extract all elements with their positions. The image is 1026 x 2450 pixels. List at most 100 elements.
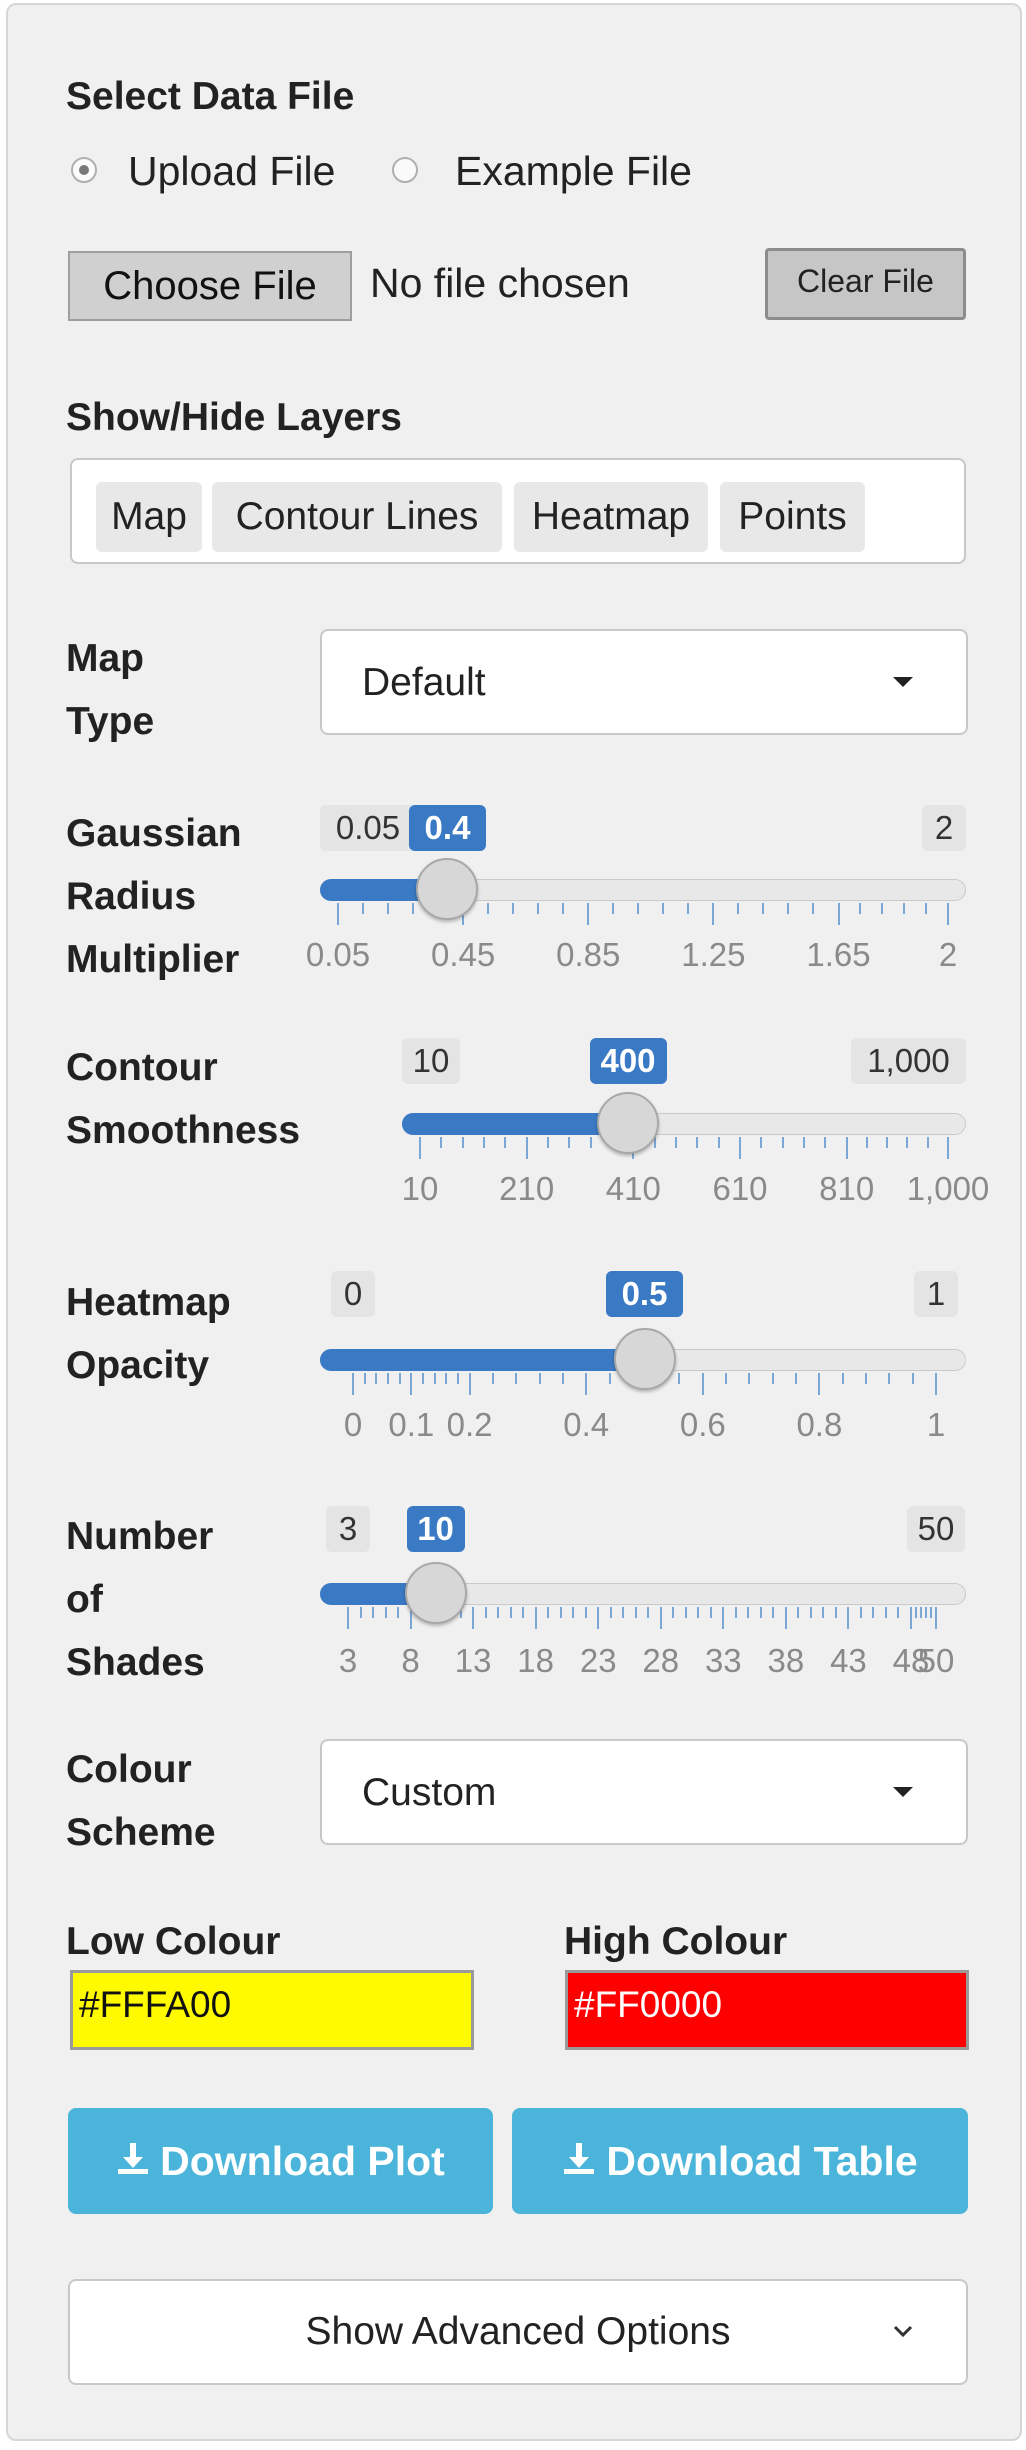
slider-2-tick-label: 210 bbox=[499, 1170, 555, 1207]
slider-4-tick-label: 13 bbox=[454, 1642, 492, 1679]
slider-3-tick-label: 0.8 bbox=[796, 1406, 843, 1443]
slider-2-tick-minor bbox=[440, 1137, 443, 1148]
slider-3-handle[interactable] bbox=[613, 1328, 676, 1390]
map-type-select[interactable]: Default bbox=[320, 629, 968, 735]
slider-4-tick-minor bbox=[897, 1607, 900, 1618]
slider-3-tick-label: 0.4 bbox=[563, 1406, 610, 1443]
slider-2-tick-minor bbox=[760, 1137, 763, 1148]
layer-chip-points[interactable]: Points bbox=[720, 482, 865, 552]
slider-3-tick-major bbox=[935, 1373, 937, 1395]
slider-2-tick-minor bbox=[589, 1137, 592, 1148]
slider-4-tick-minor bbox=[647, 1607, 650, 1618]
slider-2-tick-minor bbox=[568, 1137, 571, 1148]
slider-1-tick-minor bbox=[762, 903, 765, 914]
download-plot-button[interactable]: Download Plot bbox=[68, 2108, 493, 2214]
colour-scheme-select[interactable]: Custom bbox=[320, 1739, 968, 1845]
slider-2-handle[interactable] bbox=[597, 1092, 659, 1154]
slider-2-tick-minor bbox=[547, 1137, 549, 1148]
slider-4-tick-label: 48 bbox=[892, 1642, 930, 1679]
slider-4-tick-minor bbox=[859, 1607, 862, 1618]
slider-2-tick-minor bbox=[653, 1137, 656, 1148]
slider-4-tick-minor bbox=[872, 1607, 875, 1618]
choose-file-button[interactable]: Choose File bbox=[68, 251, 352, 321]
radio-upload-file[interactable] bbox=[71, 157, 97, 183]
slider-4-handle[interactable] bbox=[404, 1562, 467, 1624]
slider-4-tick-major bbox=[347, 1607, 349, 1629]
download-table-label: Download Table bbox=[606, 2138, 918, 2184]
layer-chip-heatmap[interactable]: Heatmap bbox=[514, 482, 708, 552]
slider-1-tick-minor bbox=[412, 903, 415, 914]
slider-1-tick-label: 0.85 bbox=[556, 936, 621, 973]
slider-3-tick-major bbox=[352, 1373, 354, 1395]
high-colour-input[interactable]: #FF0000 bbox=[565, 1970, 969, 2050]
slider-1-fill bbox=[320, 879, 448, 901]
slider-4-tick-minor bbox=[747, 1607, 750, 1618]
slider-2-tick-minor bbox=[696, 1137, 699, 1148]
slider-4-tick-minor bbox=[914, 1607, 917, 1618]
slider-1-tick-minor bbox=[487, 903, 490, 914]
slider-4-min-badge: 3 bbox=[326, 1506, 370, 1552]
download-table-button[interactable]: Download Table bbox=[512, 2108, 968, 2214]
slider-4-tick-label: 38 bbox=[767, 1642, 805, 1679]
colour-scheme-label-1: Colour bbox=[66, 1748, 192, 1791]
slider-4-label-line: Shades bbox=[66, 1641, 205, 1684]
slider-1-tick-label: 0.05 bbox=[305, 936, 371, 973]
advanced-options-label: Show Advanced Options bbox=[305, 2310, 731, 2353]
slider-4-tick-minor bbox=[459, 1607, 462, 1618]
map-type-label-1: Map bbox=[66, 637, 144, 680]
slider-3-tick-minor bbox=[421, 1373, 424, 1384]
slider-1-value-badge: 0.4 bbox=[408, 805, 486, 851]
slider-2-tick-major bbox=[947, 1137, 949, 1159]
slider-4-value-badge: 10 bbox=[406, 1506, 465, 1552]
slider-3-label-line: Heatmap bbox=[66, 1281, 231, 1324]
slider-4-tick-label: 28 bbox=[642, 1642, 680, 1679]
slider-2-tick-minor bbox=[803, 1137, 805, 1148]
slider-1-tick-major bbox=[337, 903, 339, 925]
slider-4-tick-minor bbox=[547, 1607, 550, 1618]
file-section-title: Select Data File bbox=[66, 75, 355, 118]
slider-2-tick-minor bbox=[906, 1137, 909, 1148]
slider-2-tick-label: 610 bbox=[712, 1170, 768, 1207]
slider-1-tick-minor bbox=[881, 903, 884, 914]
radio-upload-label[interactable]: Upload File bbox=[128, 148, 336, 194]
slider-3-value-badge: 0.5 bbox=[606, 1271, 683, 1317]
slider-1-handle[interactable] bbox=[416, 858, 479, 920]
slider-2-tick-label: 10 bbox=[401, 1170, 439, 1207]
radio-example-file[interactable] bbox=[392, 157, 418, 183]
slider-3-tick-major bbox=[468, 1373, 471, 1395]
slider-4-tick-label: 43 bbox=[830, 1642, 867, 1679]
slider-2-label-line: Contour bbox=[66, 1046, 218, 1089]
low-colour-input[interactable]: #FFFA00 bbox=[70, 1970, 474, 2050]
slider-1-max-badge: 2 bbox=[922, 805, 966, 851]
slider-4-tick-minor bbox=[634, 1607, 637, 1618]
slider-2-label-line: Smoothness bbox=[66, 1109, 301, 1152]
radio-example-label[interactable]: Example File bbox=[455, 148, 692, 194]
show-advanced-options-button[interactable]: Show Advanced Options bbox=[68, 2279, 968, 2385]
slider-2-tick-major bbox=[525, 1137, 528, 1159]
slider-2-tick-minor bbox=[461, 1137, 464, 1148]
slider-4-tick-label: 50 bbox=[917, 1642, 955, 1679]
slider-3-tick-label: 0 bbox=[343, 1406, 363, 1443]
colour-scheme-label-2: Scheme bbox=[66, 1811, 216, 1854]
slider-1-tick-major bbox=[837, 903, 840, 925]
slider-4-tick-minor bbox=[359, 1607, 362, 1618]
slider-3-tick-minor bbox=[433, 1373, 436, 1384]
slider-3-min-badge: 0 bbox=[331, 1271, 375, 1317]
slider-4-tick-label: 3 bbox=[338, 1642, 358, 1679]
slider-1-tick-major bbox=[947, 903, 949, 925]
layers-multiselect[interactable]: Map Contour Lines Heatmap Points bbox=[70, 458, 966, 564]
slider-1-tick-minor bbox=[612, 903, 615, 914]
slider-4-tick-minor bbox=[372, 1607, 375, 1618]
slider-4-tick-minor bbox=[809, 1607, 812, 1618]
slider-4-tick-label: 8 bbox=[401, 1642, 420, 1679]
slider-4-tick-minor bbox=[822, 1607, 825, 1618]
slider-4-tick-minor bbox=[684, 1607, 687, 1618]
file-status-text: No file chosen bbox=[370, 260, 630, 306]
slider-2-tick-label: 1,000 bbox=[906, 1170, 990, 1207]
clear-file-button[interactable]: Clear File bbox=[765, 248, 966, 320]
slider-1-label-line: Multiplier bbox=[66, 938, 240, 981]
layer-chip-contour-lines[interactable]: Contour Lines bbox=[212, 482, 502, 552]
layer-chip-map[interactable]: Map bbox=[96, 482, 202, 552]
slider-4-tick-minor bbox=[609, 1607, 612, 1618]
slider-3-tick-minor bbox=[445, 1373, 448, 1384]
